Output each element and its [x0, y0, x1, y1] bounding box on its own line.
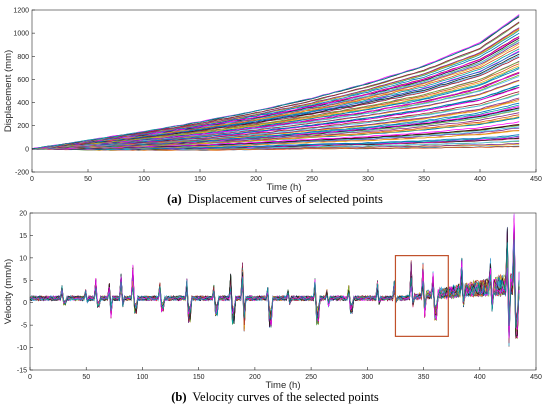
velocity-y-axis-label: Velocity (mm/h) [3, 259, 14, 324]
y-tick-label: -5 [21, 323, 27, 330]
x-tick-label: 150 [193, 374, 205, 381]
velocity-axes-frame [29, 212, 537, 371]
y-tick-label: 10 [19, 255, 27, 262]
x-tick-label: 300 [361, 374, 373, 381]
displacement-series-line [31, 46, 520, 150]
y-tick-label: -10 [17, 345, 27, 352]
highlight-box [394, 255, 449, 337]
x-tick-label: 400 [474, 176, 486, 183]
velocity-caption-text: Velocity curves of the selected points [192, 390, 379, 404]
x-tick-label: 250 [305, 374, 317, 381]
x-tick-label: 100 [138, 176, 150, 183]
x-tick-label: 450 [530, 374, 542, 381]
x-tick-label: 100 [137, 374, 149, 381]
displacement-series-line [31, 27, 520, 149]
displacement-series-line [31, 61, 520, 150]
x-tick-label: 350 [418, 176, 430, 183]
y-tick-label: 600 [17, 77, 29, 84]
x-tick-label: 150 [194, 176, 206, 183]
x-tick-label: 0 [30, 176, 34, 183]
velocity-chart: 0 50 100 150 200 250 300 350 400 450 -15 -10 -5 0 5 10 1… [3, 211, 542, 405]
velocity-caption: (b) Velocity curves of the selected poin… [171, 390, 379, 404]
displacement-series-line [31, 32, 520, 149]
x-tick-label: 50 [84, 176, 92, 183]
displacement-chart: 0 50 100 150 200 250 300 350 400 450-200020040060… [3, 8, 542, 207]
y-tick-label: 5 [23, 278, 27, 285]
x-tick-label: 200 [249, 374, 261, 381]
displacement-series-line [31, 140, 520, 151]
y-tick-label: 0 [23, 300, 27, 307]
velocity-series-line [29, 239, 520, 328]
y-tick-label: 400 [17, 100, 29, 107]
displacement-caption: (a) Displacement curves of selected poin… [167, 192, 383, 206]
x-tick-label: 450 [530, 176, 542, 183]
y-tick-label: 20 [19, 211, 27, 218]
y-tick-label: 1000 [13, 31, 29, 38]
displacement-series-line [32, 135, 520, 150]
displacement-series-line [31, 121, 520, 150]
displacement-series-line [31, 97, 520, 150]
displacement-series-line [31, 93, 520, 149]
y-tick-label: 15 [19, 233, 27, 240]
displacement-ticks: 0 50 100 150 200 250 300 350 400 450-200020040060… [13, 8, 542, 184]
displacement-axes-frame [31, 9, 537, 173]
x-tick-label: 200 [250, 176, 262, 183]
displacement-series-line [31, 65, 520, 149]
velocity-x-axis-label: Time (h) [265, 380, 300, 391]
y-tick-label: 0 [25, 146, 29, 153]
y-tick-label: 200 [17, 123, 29, 130]
y-tick-label: 800 [17, 54, 29, 61]
displacement-caption-tag: (a) [167, 192, 182, 206]
displacement-series-group [31, 14, 520, 151]
velocity-caption-tag: (b) [171, 390, 186, 404]
displacement-x-axis-label: Time (h) [266, 182, 301, 193]
x-tick-label: 300 [362, 176, 374, 183]
x-tick-label: 250 [306, 176, 318, 183]
x-tick-label: 0 [28, 374, 32, 381]
displacement-series-line [31, 79, 520, 150]
x-tick-label: 400 [474, 374, 486, 381]
displacement-caption-text: Displacement curves of selected points [188, 192, 383, 206]
y-tick-label: -200 [15, 170, 29, 177]
velocity-series-group [29, 213, 520, 347]
x-tick-label: 50 [82, 374, 90, 381]
displacement-series-line [31, 15, 520, 150]
velocity-ticks: 0 50 100 150 200 250 300 350 400 450 -15 -10 -5 0 5 10 1… [17, 211, 542, 382]
displacement-series-line [31, 68, 520, 150]
y-tick-label: 1200 [13, 8, 29, 15]
y-tick-label: -15 [17, 368, 27, 375]
displacement-y-axis-label: Displacement (mm) [3, 50, 14, 132]
x-tick-label: 350 [418, 374, 430, 381]
